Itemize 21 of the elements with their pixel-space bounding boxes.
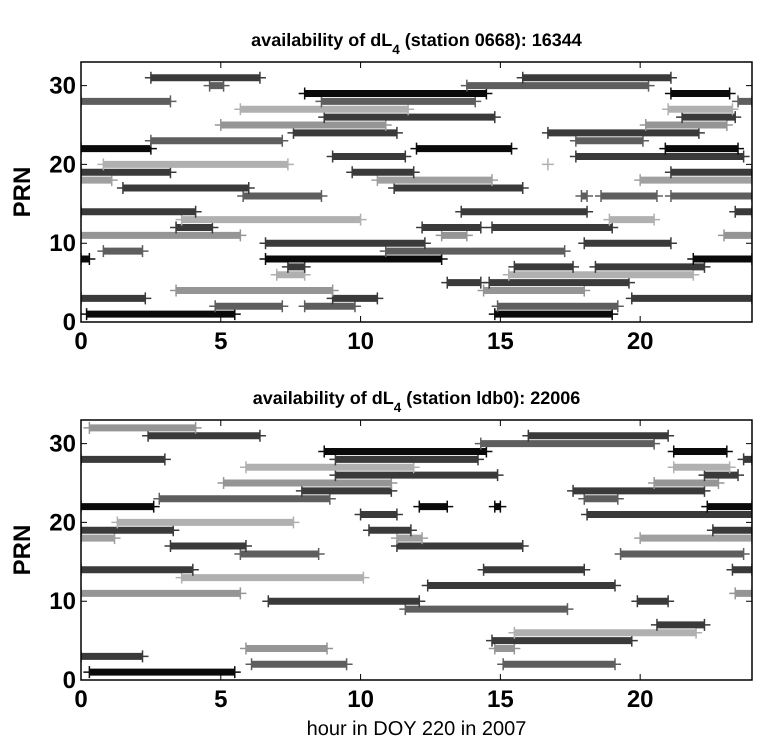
y-tick-label: 0: [62, 309, 76, 336]
x-tick-label: 15: [487, 328, 514, 355]
y-axis-title: PRN: [9, 166, 36, 218]
y-tick-label: 0: [62, 667, 76, 694]
chart-title: availability of dL$_{4}$ (station ldb0): 22006: [252, 388, 580, 414]
x-tick-label: 20: [626, 686, 654, 713]
x-tick-label: 5: [214, 686, 228, 713]
y-tick-label: 10: [49, 588, 76, 616]
y-axis-title: PRN: [9, 524, 36, 576]
y-tick-label: 30: [49, 430, 76, 458]
x-axis-title: hour in DOY 220 in 2007: [306, 718, 526, 740]
x-tick-label: 10: [347, 686, 374, 713]
x-tick-label: 15: [487, 686, 514, 713]
y-tick-label: 30: [49, 72, 76, 100]
y-tick-label: 20: [49, 509, 76, 536]
y-tick-label: 20: [49, 151, 76, 178]
x-tick-label: 10: [347, 328, 374, 355]
x-tick-label: 20: [626, 328, 654, 355]
x-tick-label: 5: [214, 328, 228, 355]
chart-title: availability of dL$_{4}$ (station 0668): 16344: [251, 30, 582, 56]
y-tick-label: 10: [49, 230, 76, 258]
